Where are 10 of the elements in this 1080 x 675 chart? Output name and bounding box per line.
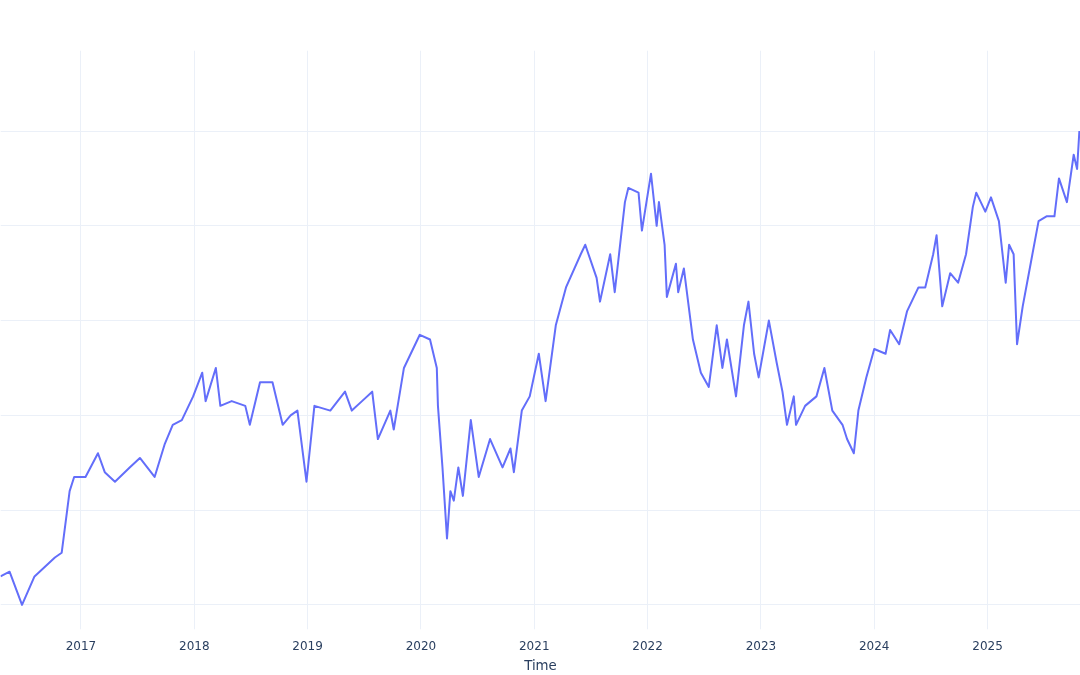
x-tick-label: 2017 <box>65 638 97 653</box>
x-tick-label: 2025 <box>972 638 1003 653</box>
x-tick-label: 2024 <box>858 638 890 653</box>
x-tick-label: 2021 <box>519 638 550 653</box>
x-tick-label: 2022 <box>632 638 663 653</box>
x-tick-label: 2018 <box>179 638 210 653</box>
x-tick-label: 2019 <box>292 638 323 653</box>
x-tick-label: 2023 <box>745 638 777 653</box>
x-tick-label: 2020 <box>405 638 437 653</box>
x-axis-title: Time <box>523 657 557 673</box>
